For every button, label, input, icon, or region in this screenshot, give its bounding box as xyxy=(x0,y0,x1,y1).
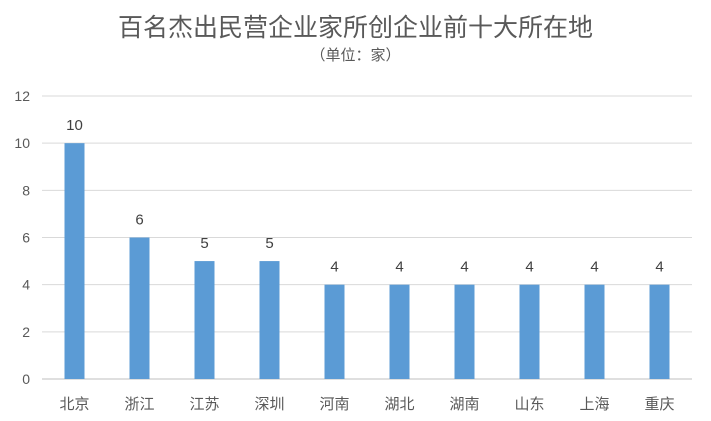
y-tick-label: 4 xyxy=(22,277,30,293)
x-tick-label: 上海 xyxy=(579,395,609,413)
bar xyxy=(64,143,85,379)
chart-subtitle: （单位：家） xyxy=(310,46,401,64)
data-label: 5 xyxy=(200,235,208,252)
bar xyxy=(194,261,215,379)
data-label: 4 xyxy=(525,259,533,276)
x-tick-label: 湖北 xyxy=(384,395,414,413)
bar xyxy=(259,261,280,379)
y-tick-label: 0 xyxy=(22,371,30,387)
bar xyxy=(519,284,540,379)
x-tick-label: 湖南 xyxy=(449,395,479,413)
bar xyxy=(324,284,345,379)
bar xyxy=(129,237,150,379)
y-tick-label: 12 xyxy=(14,88,30,104)
bar xyxy=(389,284,410,379)
x-tick-label: 重庆 xyxy=(644,395,674,413)
y-tick-label: 8 xyxy=(22,182,30,198)
y-tick-label: 10 xyxy=(14,135,30,151)
x-tick-label: 河南 xyxy=(319,395,349,413)
x-tick-label: 浙江 xyxy=(124,395,154,413)
x-tick-label: 山东 xyxy=(514,395,544,413)
data-label: 10 xyxy=(66,117,83,134)
y-tick-label: 2 xyxy=(22,324,30,340)
x-tick-label: 江苏 xyxy=(189,395,219,413)
chart-title: 百名杰出民营企业家所创企业前十大所在地 xyxy=(117,13,593,42)
x-tick-label: 深圳 xyxy=(254,395,284,413)
y-tick-label: 6 xyxy=(22,230,30,246)
data-label: 4 xyxy=(655,259,663,276)
data-label: 4 xyxy=(460,259,468,276)
x-tick-label: 北京 xyxy=(59,395,89,413)
data-label: 4 xyxy=(395,259,403,276)
data-label: 4 xyxy=(330,259,338,276)
data-label: 6 xyxy=(135,212,143,229)
bar xyxy=(584,284,605,379)
bar xyxy=(454,284,475,379)
bar xyxy=(649,284,670,379)
data-label: 4 xyxy=(590,259,598,276)
data-label: 5 xyxy=(265,235,273,252)
